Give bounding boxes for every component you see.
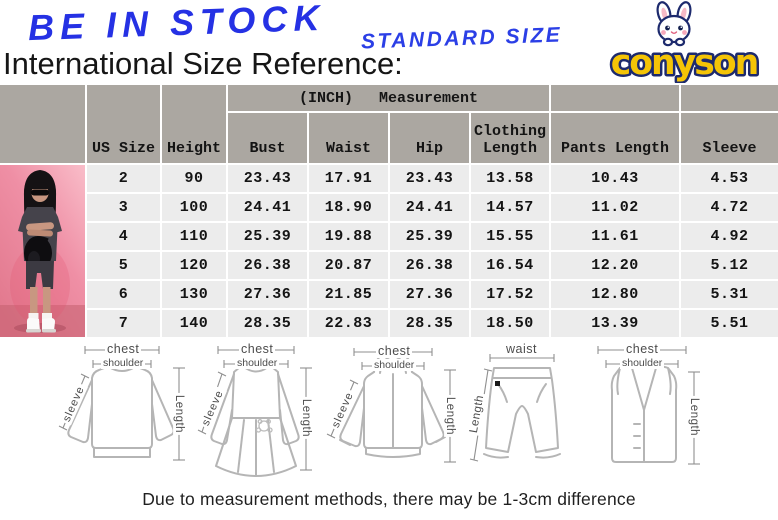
- table-cell: 5.31: [681, 281, 778, 308]
- table-cell: 12.80: [551, 281, 679, 308]
- shoulder-label: shoulder: [620, 357, 665, 369]
- col-header-waist: Waist: [309, 113, 388, 163]
- table-cell: 10.43: [551, 165, 679, 192]
- table-cell: 120: [162, 252, 226, 279]
- table-cell: 110: [162, 223, 226, 250]
- table-cell: 26.38: [228, 252, 307, 279]
- waist-label: waist: [504, 342, 539, 356]
- length-label: Length: [173, 392, 186, 436]
- table-cell: 140: [162, 310, 226, 337]
- measurement-diagrams: chest shoulder sleeve Length: [0, 340, 778, 485]
- col-header-us-size: US Size: [87, 85, 160, 163]
- table-cell: 22.83: [309, 310, 388, 337]
- table-cell: 13.58: [471, 165, 549, 192]
- table-cell: 27.36: [228, 281, 307, 308]
- table-cell: 23.43: [228, 165, 307, 192]
- dress-diagram: chest shoulder sleeve Length: [196, 340, 316, 482]
- table-cell: 18.50: [471, 310, 549, 337]
- table-cell: 24.41: [228, 194, 307, 221]
- sweatshirt-diagram: chest shoulder sleeve Length: [55, 340, 190, 482]
- measurement-unit-header: (INCH) Measurement: [228, 85, 549, 111]
- table-cell: 6: [87, 281, 160, 308]
- table-cell: 13.39: [551, 310, 679, 337]
- unit-label: (INCH): [298, 89, 353, 107]
- header-spacer-cell: [681, 85, 778, 111]
- table-cell: 100: [162, 194, 226, 221]
- table-cell: 5: [87, 252, 160, 279]
- table-cell: 25.39: [390, 223, 469, 250]
- table-cell: 26.38: [390, 252, 469, 279]
- table-cell: 24.41: [390, 194, 469, 221]
- table-cell: 4.72: [681, 194, 778, 221]
- shoulder-label: shoulder: [235, 357, 280, 369]
- table-cell: 18.90: [309, 194, 388, 221]
- col-header-bust: Bust: [228, 113, 307, 163]
- table-cell: 20.87: [309, 252, 388, 279]
- col-header-sleeve: Sleeve: [681, 113, 778, 163]
- table-cell: 17.91: [309, 165, 388, 192]
- table-cell: 27.36: [390, 281, 469, 308]
- table-cell: 4.92: [681, 223, 778, 250]
- table-cell: 4: [87, 223, 160, 250]
- brand-logo: conyson: [600, 1, 768, 85]
- table-cell: 90: [162, 165, 226, 192]
- table-cell: 16.54: [471, 252, 549, 279]
- table-cell: 28.35: [390, 310, 469, 337]
- chest-label: chest: [105, 342, 142, 356]
- length-label: Length: [688, 395, 701, 439]
- table-cell: 130: [162, 281, 226, 308]
- table-cell: 14.57: [471, 194, 549, 221]
- length-label: Length: [444, 394, 457, 438]
- child-model-photo: [0, 165, 85, 337]
- header-spacer-cell: [551, 85, 679, 111]
- chest-label: chest: [239, 342, 276, 356]
- table-cell: 12.20: [551, 252, 679, 279]
- table-cell: 5.51: [681, 310, 778, 337]
- shoulder-label: shoulder: [372, 359, 417, 371]
- chest-label: chest: [376, 344, 413, 358]
- svg-text:conyson: conyson: [611, 43, 758, 83]
- rabbit-icon: [656, 1, 692, 47]
- chest-label: chest: [624, 342, 661, 356]
- table-cell: 21.85: [309, 281, 388, 308]
- table-cell: 4.53: [681, 165, 778, 192]
- size-table: US Size Height (INCH) Measurement Bust W…: [0, 85, 778, 337]
- vest-diagram: chest shoulder Length: [582, 340, 707, 482]
- measurement-disclaimer: Due to measurement methods, there may be…: [142, 489, 636, 509]
- col-header-clothing-length: Clothing Length: [471, 113, 549, 163]
- table-cell: 25.39: [228, 223, 307, 250]
- table-corner-cell: [0, 85, 85, 163]
- table-cell: 11.61: [551, 223, 679, 250]
- shoulder-label: shoulder: [101, 357, 146, 369]
- table-cell: 5.12: [681, 252, 778, 279]
- col-header-hip: Hip: [390, 113, 469, 163]
- table-cell: 28.35: [228, 310, 307, 337]
- table-cell: 19.88: [309, 223, 388, 250]
- table-cell: 23.43: [390, 165, 469, 192]
- table-cell: 3: [87, 194, 160, 221]
- hoodie-diagram: chest shoulder sleeve Length: [326, 340, 461, 482]
- table-cell: 2: [87, 165, 160, 192]
- brand-wordmark: conyson: [608, 40, 761, 83]
- col-header-height: Height: [162, 85, 226, 163]
- table-cell: 7: [87, 310, 160, 337]
- measurement-label: Measurement: [378, 89, 479, 107]
- length-label: Length: [300, 396, 313, 440]
- table-cell: 11.02: [551, 194, 679, 221]
- pants-diagram: waist Length: [462, 340, 562, 482]
- table-cell: 17.52: [471, 281, 549, 308]
- col-header-pants-length: Pants Length: [551, 113, 679, 163]
- stock-banner: BE IN STOCK: [27, 0, 326, 49]
- table-cell: 15.55: [471, 223, 549, 250]
- page-title: International Size Reference:: [3, 46, 403, 81]
